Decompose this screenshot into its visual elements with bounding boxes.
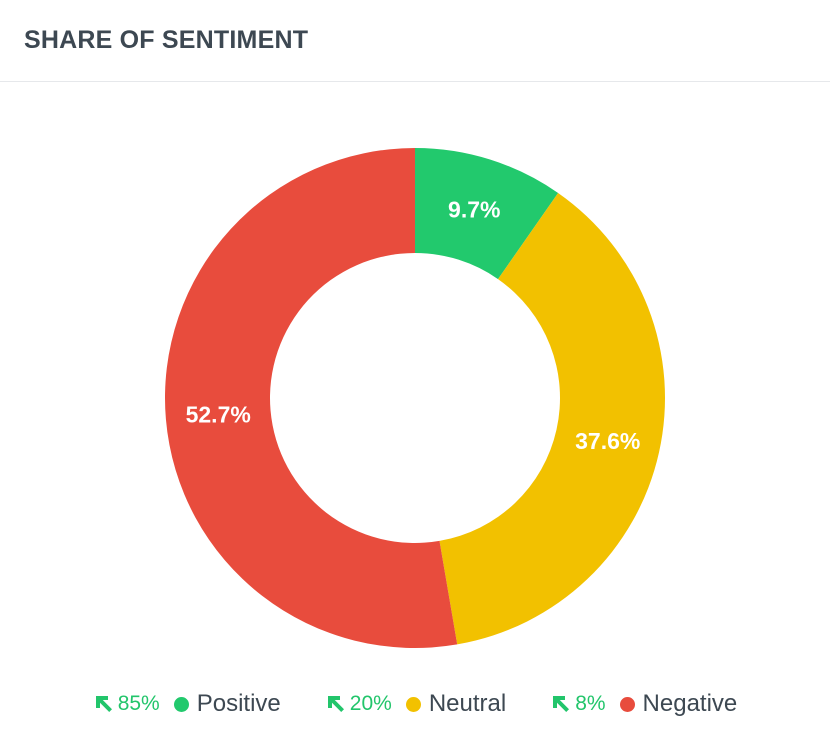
legend-color-dot (619, 696, 635, 712)
arrow-up-left-icon (553, 696, 570, 712)
legend-item-negative[interactable]: 8% Negative (550, 690, 737, 718)
legend-label: Negative (642, 690, 738, 717)
trend-value: 8% (575, 692, 606, 715)
legend-label: Neutral (428, 690, 507, 717)
donut-slice-negative[interactable] (165, 148, 458, 648)
trend-value: 20% (349, 692, 392, 715)
donut-slice-positive[interactable] (415, 148, 559, 280)
trend-indicator: 85% (93, 692, 160, 716)
donut-chart: 9.7% 37.6% 52.7% (165, 148, 665, 648)
arrow-up-left-icon (95, 696, 112, 712)
legend-label: Positive (196, 690, 281, 717)
card-title: SHARE OF SENTIMENT (24, 26, 309, 54)
trend-indicator: 20% (325, 692, 392, 716)
card-header: SHARE OF SENTIMENT (0, 0, 830, 82)
chart-legend: 85% Positive 20% Neutral 8% Ne (0, 684, 830, 724)
slice-label-negative: 52.7% (186, 402, 251, 428)
legend-item-positive[interactable]: 85% Positive (93, 690, 281, 718)
slice-label-neutral: 37.6% (575, 428, 640, 454)
trend-value: 85% (117, 692, 160, 715)
chart-area: 9.7% 37.6% 52.7% (0, 83, 830, 673)
slice-label-positive: 9.7% (448, 197, 500, 223)
legend-item-neutral[interactable]: 20% Neutral (325, 690, 506, 718)
legend-color-dot (173, 696, 189, 712)
arrow-up-left-icon (327, 696, 344, 712)
legend-color-dot (405, 696, 421, 712)
trend-indicator: 8% (550, 692, 606, 716)
donut-slice-neutral[interactable] (439, 193, 665, 645)
